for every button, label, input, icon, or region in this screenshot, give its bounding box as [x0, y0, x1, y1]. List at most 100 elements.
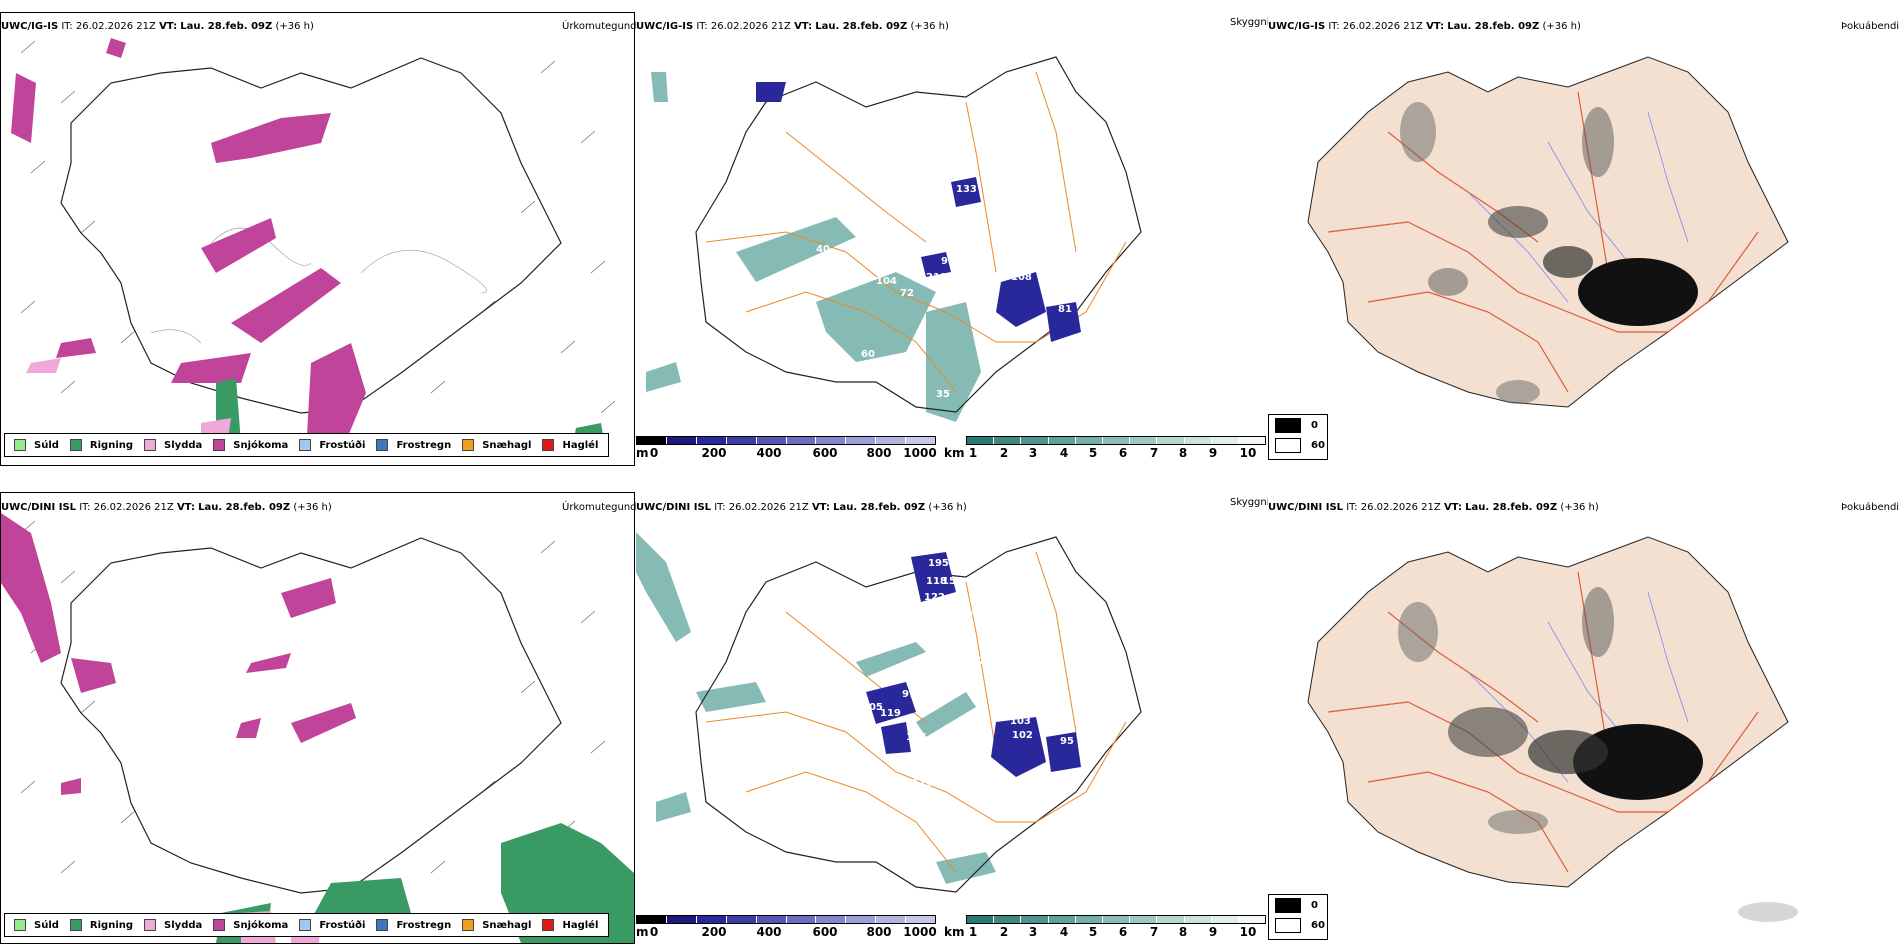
- tick: 200: [701, 925, 727, 939]
- tick: 10: [1239, 446, 1257, 460]
- it-value: 26.02.2026 21Z: [710, 21, 791, 32]
- it-label: IT:: [696, 21, 708, 32]
- cloud-panel-bottom: 195 118 159 122 120 70 114 97 105 119 11…: [636, 492, 1266, 942]
- tick: 1: [968, 925, 978, 939]
- ceiling-value: 60: [861, 349, 875, 360]
- legend-item: Frostúði: [299, 439, 365, 451]
- visibility-ticks: 1 2 3 4 5 6 7 8 9 10: [966, 445, 1266, 460]
- tick: 600: [812, 925, 838, 939]
- legend-swatch: [213, 919, 226, 931]
- tick: 200: [701, 446, 727, 460]
- ceiling-value: 133: [956, 184, 977, 195]
- ceiling-value: 49: [808, 730, 822, 741]
- legend-swatch: [376, 919, 389, 931]
- tick: 600: [812, 446, 838, 460]
- snow-areas: [11, 38, 366, 453]
- rivers: [1467, 111, 1689, 303]
- ceiling-ticks: 0 200 400 600 800 1000: [636, 445, 937, 460]
- fog-legend-row: 0: [1275, 415, 1327, 435]
- tick: 8: [1178, 446, 1188, 460]
- legend-swatch: [462, 439, 475, 451]
- legend-label: Snjókoma: [233, 439, 289, 451]
- ceiling-value: 33: [898, 129, 912, 140]
- iceland-outline: [60, 57, 562, 414]
- cloud-map-bottom: 195 118 159 122 120 70 114 97 105 119 11…: [636, 532, 1142, 893]
- ceiling-value: 118: [926, 576, 947, 587]
- vt-value: Lau. 28.feb. 09Z: [1465, 502, 1558, 513]
- ceiling-colorbar-top: 0 200 400 600 800 1000: [636, 436, 937, 460]
- ceiling-value: 98: [941, 256, 955, 267]
- legend-swatch: [14, 439, 26, 451]
- tick: 4: [1059, 446, 1069, 460]
- tick: 6: [1118, 925, 1128, 939]
- vt-value: Lau. 28.feb. 09Z: [833, 502, 926, 513]
- fog-legend-low: 60: [1311, 919, 1325, 931]
- tick: 2: [999, 925, 1009, 939]
- ceiling-value: 81: [1058, 304, 1072, 315]
- lead-time: (+36 h): [1560, 502, 1599, 513]
- ceiling-value: 95: [1060, 736, 1074, 747]
- ceiling-value: 103: [1010, 716, 1031, 727]
- tick: 5: [1088, 446, 1098, 460]
- vt-value: Lau. 28.feb. 09Z: [1447, 21, 1540, 32]
- tick: 400: [756, 446, 782, 460]
- ceiling-unit: m: [636, 925, 649, 939]
- ceiling-value: 159: [942, 576, 963, 587]
- it-label: IT:: [1328, 21, 1340, 32]
- tick: 9: [1208, 925, 1218, 939]
- precip-map-bottom: [1, 513, 634, 943]
- legend-item: Frostregn: [376, 919, 451, 931]
- ceiling-value: 19: [786, 194, 800, 205]
- cloud-map-top: 126 33 120 31 42 33 133 19 40 98 104 72 …: [646, 56, 1142, 428]
- precip-type-label-top: Úrkomutegund: [562, 21, 637, 32]
- legend-swatch: [213, 439, 226, 451]
- snow-areas: [1, 513, 356, 795]
- ceiling-areas: [756, 82, 1081, 342]
- ceiling-areas: [866, 552, 1081, 777]
- tick: 1000: [903, 925, 937, 939]
- fog-legend-low: 60: [1311, 439, 1325, 451]
- ceiling-value: 108: [1011, 272, 1032, 283]
- fog-indicator: [1400, 102, 1698, 404]
- ceiling-value: 120: [952, 609, 973, 620]
- tick: 800: [866, 925, 892, 939]
- fog-legend-row: 0: [1275, 895, 1327, 915]
- wind-barbs: [20, 40, 616, 414]
- legend-label: Slydda: [164, 439, 203, 451]
- tick: 0: [649, 925, 659, 939]
- fog-legend-high: 0: [1311, 899, 1318, 911]
- ceiling-value: 120: [941, 129, 962, 140]
- lead-time: (+36 h): [293, 502, 332, 513]
- tick: 3: [1028, 925, 1038, 939]
- ceiling-value: 119: [880, 708, 901, 719]
- fog-legend-row: 60: [1275, 915, 1327, 935]
- it-label: IT:: [61, 21, 73, 32]
- vt-value: Lau. 28.feb. 09Z: [815, 21, 908, 32]
- ceiling-value: 122: [924, 592, 945, 603]
- legend-label: Súld: [34, 919, 59, 931]
- iceland-outline: [695, 56, 1142, 413]
- tick: 4: [1059, 925, 1069, 939]
- ceiling-value: 114: [938, 679, 959, 690]
- ceiling-value: 115: [918, 702, 939, 713]
- visibility-unit: km: [944, 925, 965, 939]
- tick: 10: [1239, 925, 1257, 939]
- legend-item: Snæhagl: [462, 439, 531, 451]
- cloud-label-bottom: Skyggni: [1230, 497, 1270, 508]
- fog-swatch-high: [1275, 897, 1301, 913]
- model-name: UWC/DINI ISL: [1268, 502, 1344, 513]
- ceiling-value: 97: [902, 689, 916, 700]
- legend-swatch: [299, 919, 312, 931]
- ceiling-value: 95: [996, 256, 1010, 267]
- road-network: [705, 551, 1127, 873]
- visibility-colorbar-top: 1 2 3 4 5 6 7 8 9 10: [966, 436, 1266, 460]
- ceiling-value: 45: [756, 282, 770, 293]
- legend-swatch: [299, 439, 312, 451]
- tick: 800: [866, 446, 892, 460]
- ceiling-bar-cells: [636, 436, 936, 445]
- road-network: [705, 71, 1127, 393]
- panel-title-cloud-bottom: UWC/DINI ISL IT: 26.02.2026 21Z VT: Lau.…: [636, 502, 967, 513]
- ceiling-value: 102: [1012, 730, 1033, 741]
- fog-map-top: [1307, 56, 1789, 408]
- ceiling-value: 105: [862, 702, 883, 713]
